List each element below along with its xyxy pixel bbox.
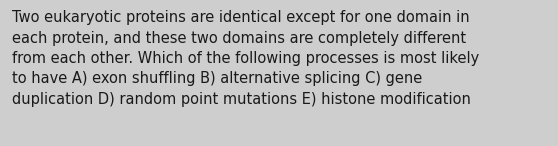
Text: Two eukaryotic proteins are identical except for one domain in
each protein, and: Two eukaryotic proteins are identical ex… bbox=[12, 10, 479, 107]
